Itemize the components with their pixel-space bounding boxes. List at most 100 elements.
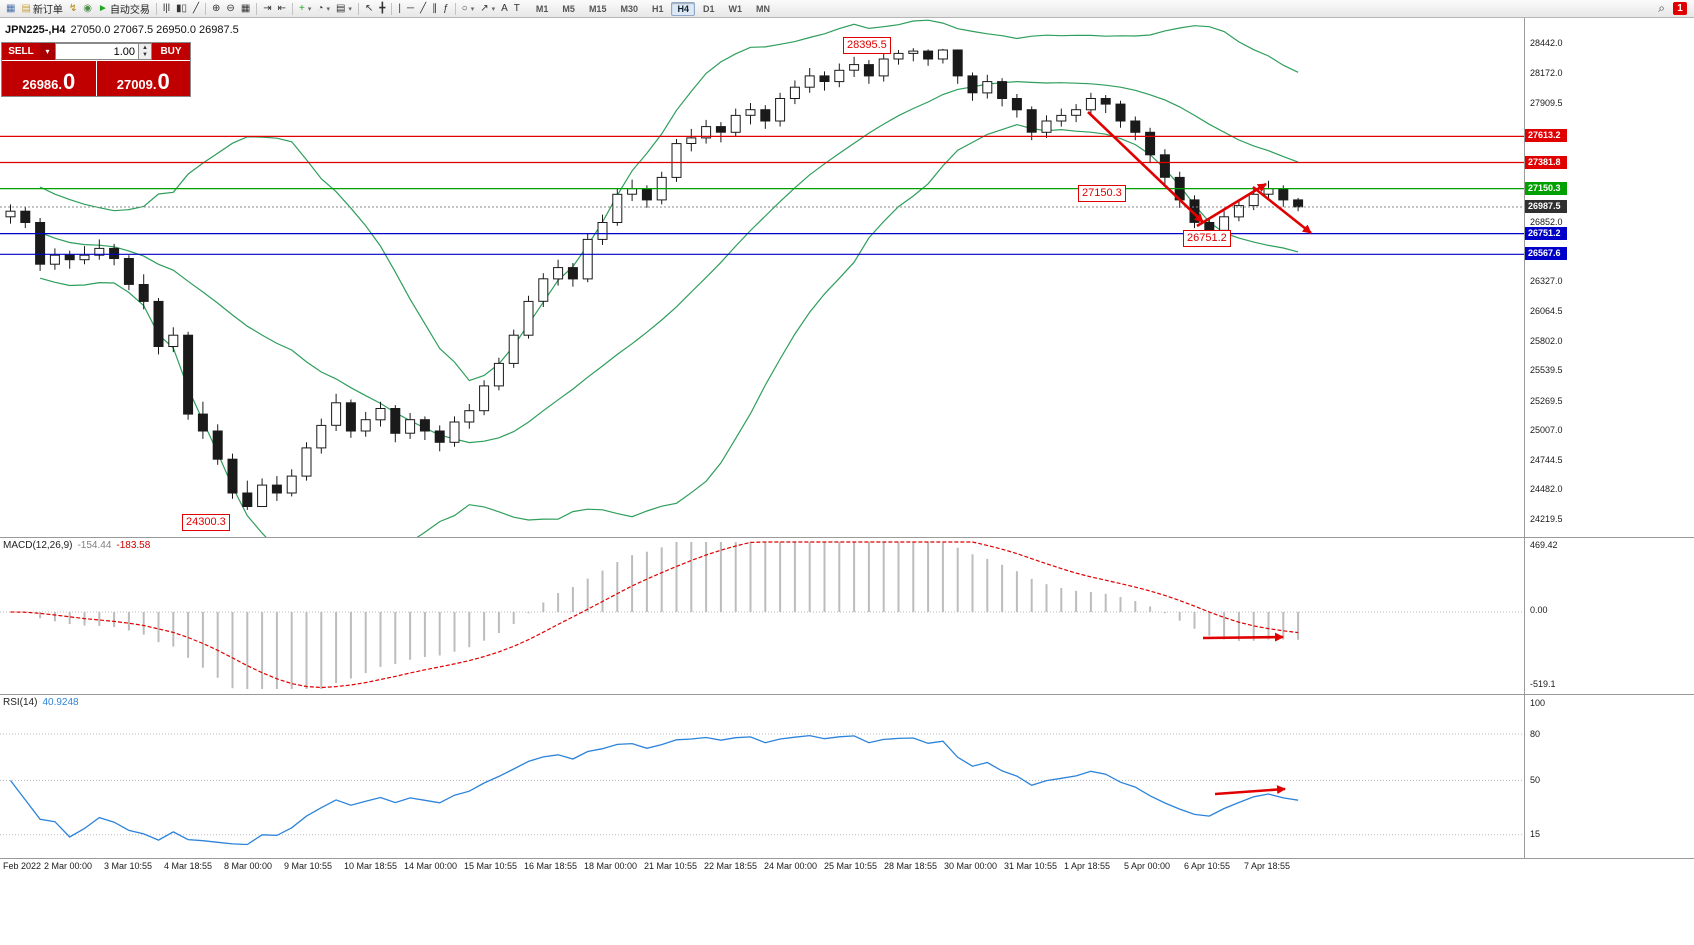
symbol-info: JPN225-,H4 27050.0 27067.5 26950.0 26987.… xyxy=(5,24,239,36)
zoom-in-button[interactable]: ⊕ xyxy=(209,1,223,17)
timeframe-h4-button[interactable]: H4 xyxy=(671,1,695,16)
trend-arrow[interactable] xyxy=(1196,182,1267,228)
price-annotation[interactable]: 24300.3 xyxy=(182,514,230,531)
candle xyxy=(878,58,889,77)
candle xyxy=(641,188,652,201)
timeframe-m5-button[interactable]: M5 xyxy=(562,3,575,14)
tile-windows-button[interactable]: ▦ xyxy=(238,1,253,17)
candle xyxy=(523,300,534,336)
price-tag: 26751.2 xyxy=(1525,227,1567,240)
toolbar: ▦ ▤ 新订单 ↯ ◉ ► 自动交易 l|l ▮▯ ╱ ⊕ ⊖ ▦ ⇥ ⇤ + ▾ ◔ ▾ ▤ ▾ ↖ ╋ | ─ ╱ ∥ ƒ ○ ▾ ↗ ▾… xyxy=(0,0,1694,18)
volume-stepper[interactable]: ▲ ▼ xyxy=(139,43,152,60)
volume-input[interactable] xyxy=(55,43,139,60)
candle xyxy=(908,50,919,54)
toolbar-separator xyxy=(391,2,393,15)
arrows-button[interactable]: ↗ ▾ xyxy=(477,1,498,17)
macd-scale-label: 469.42 xyxy=(1530,540,1558,550)
buy-price-button[interactable]: 27009. 0 xyxy=(96,61,190,96)
indicators-button[interactable]: + ▾ xyxy=(296,1,314,17)
timeframe-mn-button[interactable]: MN xyxy=(756,3,771,14)
macd-signal-value: -183.58 xyxy=(116,540,151,551)
price-axis-separator xyxy=(1524,18,1525,858)
chart-shift-button[interactable]: ⇤ xyxy=(275,1,289,17)
buy-button[interactable]: BUY xyxy=(152,43,190,60)
rsi-scale-label: 80 xyxy=(1530,729,1541,739)
channel-button[interactable]: ∥ xyxy=(429,1,440,17)
timeframe-h1-button[interactable]: H1 xyxy=(651,3,664,14)
trend-arrow[interactable] xyxy=(1087,111,1204,223)
candle xyxy=(730,114,741,133)
stepper-up-icon[interactable]: ▲ xyxy=(142,44,148,51)
sell-price-big-digit: 0 xyxy=(63,69,76,95)
price-tag: 26567.6 xyxy=(1525,247,1567,260)
scripts-button[interactable]: ↯ xyxy=(66,1,80,17)
shapes-button[interactable]: ○ ▾ xyxy=(459,1,478,17)
candle xyxy=(597,222,608,240)
templates-button[interactable]: ▤ ▾ xyxy=(333,1,355,17)
new-chart-button[interactable]: ▦ xyxy=(3,1,18,17)
cursor-button[interactable]: ↖ xyxy=(362,1,376,17)
fibonacci-button[interactable]: ƒ xyxy=(440,1,452,17)
text-button[interactable]: A xyxy=(498,1,511,17)
timeframe-m1-button[interactable]: M1 xyxy=(535,3,549,14)
trend-arrow[interactable] xyxy=(1214,785,1286,796)
candle xyxy=(1026,109,1037,133)
price-annotation[interactable]: 28395.5 xyxy=(843,37,891,54)
line-chart-button[interactable]: ╱ xyxy=(190,1,202,17)
candlestick-chart-button[interactable]: ▮▯ xyxy=(173,1,190,17)
candle xyxy=(5,210,16,218)
sell-price-button[interactable]: 26986. 0 xyxy=(2,61,97,96)
text-icon: A xyxy=(501,2,508,14)
panel-separator[interactable] xyxy=(0,694,1694,695)
toolbar-separator xyxy=(205,2,207,15)
horizontal-line-button[interactable]: ─ xyxy=(404,1,417,17)
notification-badge[interactable]: 1 xyxy=(1673,2,1687,15)
sell-dropdown-caret-icon[interactable]: ▾ xyxy=(40,43,55,60)
toolbar-separator xyxy=(256,2,258,15)
auto-scroll-button[interactable]: ⇥ xyxy=(260,1,274,17)
candle xyxy=(1011,98,1022,111)
candle xyxy=(197,413,208,432)
toolbar-buttons: ▦ ▤ 新订单 ↯ ◉ ► 自动交易 l|l ▮▯ ╱ ⊕ ⊖ ▦ ⇥ ⇤ + ▾ ◔ ▾ ▤ ▾ ↖ ╋ | ─ ╱ ∥ ƒ ○ ▾ ↗ ▾… xyxy=(3,0,523,17)
candle xyxy=(612,193,623,224)
autotrading-button-label: 自动交易 xyxy=(109,5,150,16)
caret-down-icon: ▾ xyxy=(326,5,330,13)
timeframe-d1-button[interactable]: D1 xyxy=(703,3,715,14)
timeframe-m30-button[interactable]: M30 xyxy=(620,3,638,14)
periods-button[interactable]: ◔ ▾ xyxy=(314,1,333,17)
time-axis-label: 22 Mar 18:55 xyxy=(704,861,758,871)
price-annotation[interactable]: 27150.3 xyxy=(1078,185,1126,202)
price-axis-label: 24219.5 xyxy=(1530,514,1563,524)
price-axis-label: 28172.0 xyxy=(1530,68,1563,78)
candle xyxy=(183,334,194,415)
candle xyxy=(1233,205,1244,218)
autotrading-button[interactable]: ► 自动交易 xyxy=(95,1,153,17)
crosshair-icon: ╋ xyxy=(379,2,386,14)
macd-panel[interactable] xyxy=(0,538,1524,693)
text-label-button[interactable]: T xyxy=(511,1,523,17)
rsi-panel[interactable] xyxy=(0,695,1524,858)
bar-chart-button[interactable]: l|l xyxy=(160,1,173,17)
sell-button[interactable]: SELL xyxy=(2,43,40,60)
crosshair-button[interactable]: ╋ xyxy=(376,1,388,17)
candle xyxy=(49,254,60,265)
bar-chart-icon: l|l xyxy=(162,2,170,14)
market-watch-button[interactable]: ◉ xyxy=(80,1,95,17)
candle xyxy=(434,430,445,443)
timeframe-w1-button[interactable]: W1 xyxy=(728,3,743,14)
vertical-line-button[interactable]: | xyxy=(395,1,404,17)
trend-arrow[interactable] xyxy=(1202,632,1284,642)
timeframe-m15-button[interactable]: M15 xyxy=(588,3,607,14)
zoom-out-button[interactable]: ⊖ xyxy=(223,1,237,17)
panel-separator[interactable] xyxy=(0,537,1694,538)
price-axis-label: 26852.0 xyxy=(1530,217,1563,227)
new-order-button[interactable]: ▤ 新订单 xyxy=(18,1,65,17)
trendline-icon: ╱ xyxy=(420,2,427,14)
search-button[interactable]: ⌕ xyxy=(1655,1,1668,17)
macd-value: -154.44 xyxy=(77,540,112,551)
trendline-button[interactable]: ╱ xyxy=(417,1,429,17)
trend-arrow[interactable] xyxy=(1252,185,1312,235)
stepper-down-icon[interactable]: ▼ xyxy=(142,51,148,58)
price-chart-panel[interactable] xyxy=(0,18,1524,537)
price-annotation[interactable]: 26751.2 xyxy=(1183,230,1231,247)
